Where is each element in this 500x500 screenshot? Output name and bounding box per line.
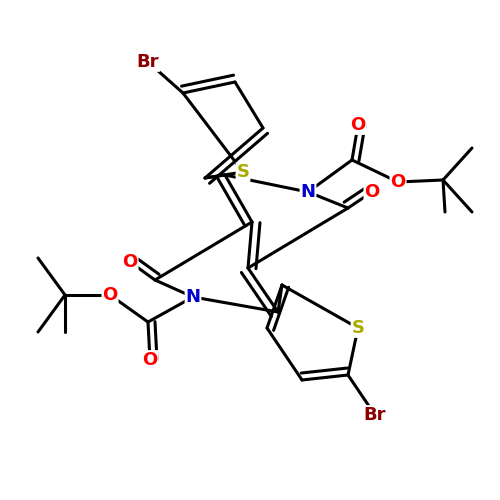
Text: Br: Br [364,406,386,424]
Text: Br: Br [137,53,159,71]
Text: N: N [300,183,316,201]
Text: O: O [102,286,118,304]
Text: O: O [364,183,380,201]
Text: S: S [352,319,364,337]
Text: O: O [142,351,158,369]
Text: O: O [350,116,366,134]
Text: O: O [390,173,406,191]
Text: N: N [186,288,200,306]
Text: S: S [236,163,250,181]
Text: O: O [122,253,138,271]
